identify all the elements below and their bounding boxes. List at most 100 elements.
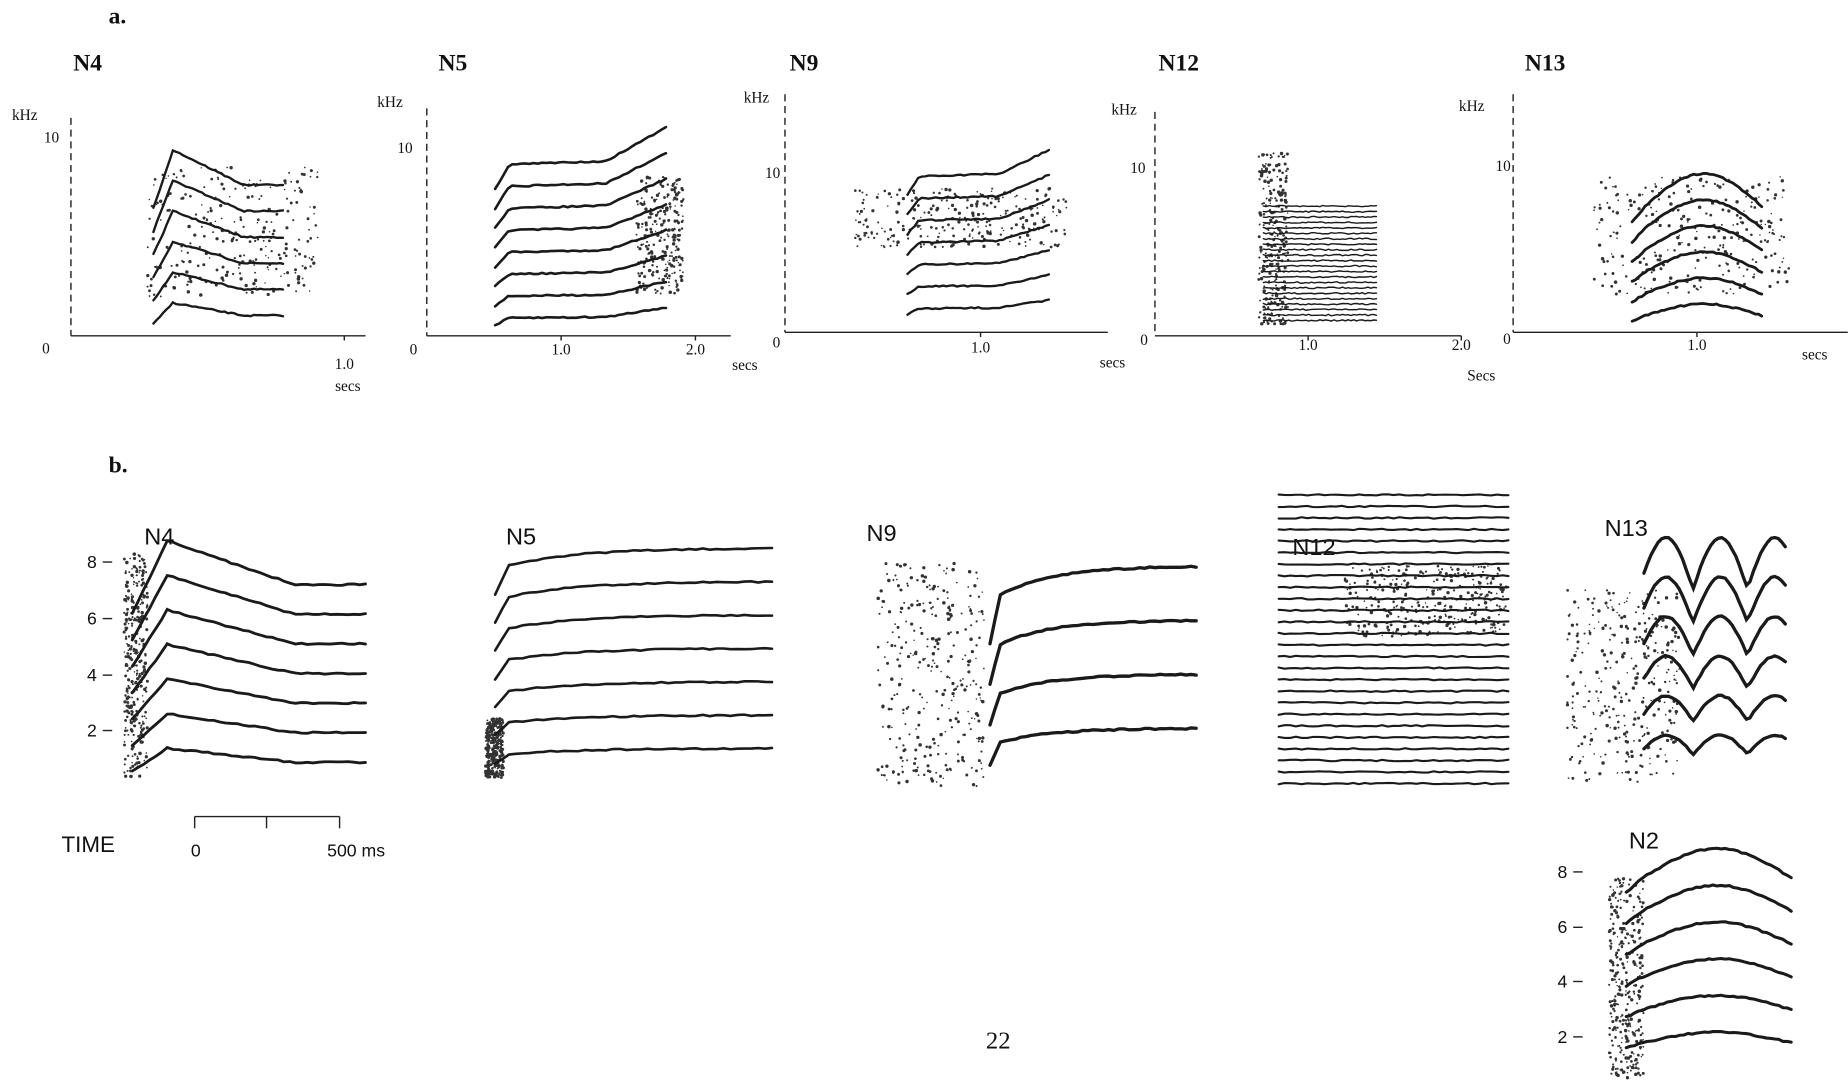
noise-dot (1599, 691, 1603, 694)
noise-dot (137, 618, 141, 622)
noise-dot (272, 229, 276, 233)
noise-dot (125, 715, 129, 719)
noise-dot (1612, 889, 1615, 891)
noise-dot (951, 681, 955, 686)
noise-dot (1264, 204, 1267, 207)
noise-dot (1277, 155, 1280, 158)
noise-dot (1410, 605, 1413, 608)
noise-dot (1481, 570, 1484, 573)
noise-dot (970, 766, 973, 769)
noise-dot (1766, 187, 1770, 191)
noise-dot (907, 606, 911, 610)
noise-dot (1783, 270, 1788, 274)
noise-dot (659, 183, 662, 186)
noise-dot (1395, 577, 1398, 581)
noise-dot (898, 664, 902, 668)
noise-dot (1400, 634, 1403, 637)
noise-dot (493, 725, 496, 728)
harmonic-trace (1277, 747, 1510, 751)
noise-dot (894, 623, 897, 626)
noise-dot (1264, 162, 1267, 165)
noise-dot (1626, 671, 1629, 674)
noise-dot (1661, 731, 1664, 735)
noise-dot (1609, 945, 1613, 948)
noise-dot (1751, 185, 1755, 189)
noise-dot (970, 612, 973, 615)
noise-dot (1623, 1028, 1628, 1033)
noise-dot (672, 188, 676, 192)
noise-dot (216, 176, 219, 179)
noise-dot (680, 220, 684, 224)
noise-dot (1621, 1023, 1625, 1026)
noise-dot (1630, 1051, 1634, 1054)
noise-dot (1588, 778, 1591, 780)
noise-dot (127, 692, 129, 694)
noise-dot (1626, 627, 1630, 630)
y-tick-label: 10 (765, 165, 781, 182)
noise-dot (637, 280, 641, 285)
noise-dot (990, 190, 993, 192)
noise-dot (1436, 589, 1439, 592)
noise-dot (668, 277, 671, 280)
harmonic-trace (493, 746, 774, 765)
noise-dot (1609, 885, 1612, 888)
noise-dot (1639, 753, 1643, 757)
harmonic-trace (1277, 504, 1510, 509)
noise-dot (1617, 199, 1620, 202)
noise-dot (1284, 200, 1288, 204)
noise-dot (128, 686, 131, 690)
noise-dot (1641, 1053, 1644, 1056)
noise-dot (1351, 605, 1355, 609)
noise-dot (1275, 268, 1277, 270)
noise-dot (1641, 600, 1644, 602)
noise-dot (1634, 983, 1638, 987)
noise-dot (208, 257, 211, 259)
noise-dot (245, 291, 248, 294)
noise-dot (1629, 1065, 1632, 1067)
noise-dot (237, 267, 240, 269)
noise-dot (1666, 641, 1670, 645)
noise-dot (910, 603, 914, 607)
noise-dot (1468, 616, 1471, 619)
noise-dot (898, 737, 902, 740)
noise-dot (658, 277, 661, 280)
noise-dot (180, 250, 183, 252)
noise-dot (1674, 285, 1678, 289)
noise-dot (1638, 900, 1642, 903)
noise-dot (1634, 664, 1638, 668)
noise-dot (165, 245, 169, 249)
noise-dot (1395, 605, 1398, 608)
noise-dot (1627, 753, 1630, 755)
noise-dot (138, 555, 141, 558)
noise-dot (973, 717, 976, 720)
noise-dot (1613, 726, 1617, 730)
noise-dot (866, 225, 869, 229)
noise-dot (880, 244, 883, 247)
noise-dot (969, 594, 972, 598)
noise-dot (653, 198, 656, 202)
noise-dot (1582, 755, 1585, 758)
noise-dot (127, 711, 131, 715)
noise-dot (1696, 288, 1699, 291)
noise-dot (301, 264, 304, 267)
noise-dot (1021, 225, 1025, 229)
noise-dot (649, 211, 653, 216)
noise-dot (1702, 184, 1705, 188)
noise-dot (1344, 579, 1349, 583)
noise-dot (1620, 940, 1624, 944)
noise-dot (901, 770, 904, 773)
noise-dot (486, 719, 489, 722)
noise-dot (1279, 184, 1283, 188)
noise-dot (1617, 1045, 1619, 1047)
harmonic-trace (1277, 712, 1510, 716)
noise-dot (1257, 278, 1261, 281)
noise-dot (919, 626, 922, 629)
noise-dot (931, 204, 935, 208)
noise-dot (1452, 622, 1455, 626)
noise-dot (143, 668, 146, 671)
noise-dot (675, 179, 678, 182)
noise-dot (1057, 208, 1060, 211)
noise-dot (1704, 256, 1708, 259)
noise-dot (1585, 778, 1589, 782)
noise-dot (1670, 721, 1673, 725)
